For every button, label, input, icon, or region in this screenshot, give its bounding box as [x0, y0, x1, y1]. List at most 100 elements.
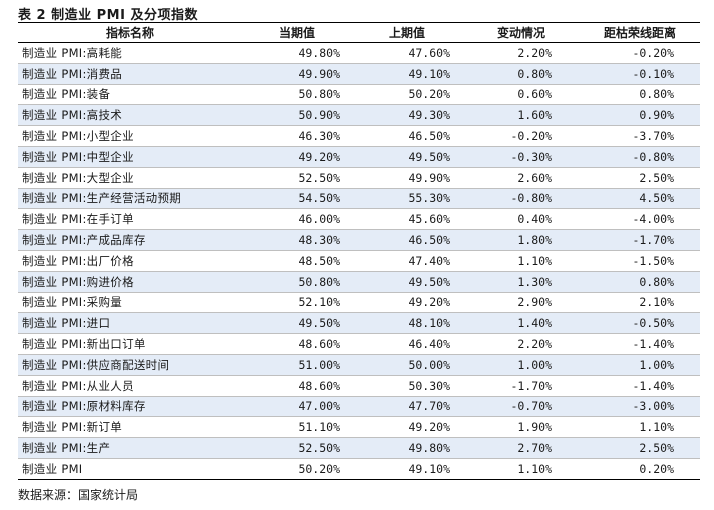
current-value-cell: 49.90%	[242, 63, 352, 85]
current-value-cell: 50.80%	[242, 84, 352, 106]
previous-value-cell: 49.20%	[352, 416, 462, 439]
indicator-name-cell: 制造业 PMI:供应商配送时间	[18, 354, 242, 376]
distance-cell: -1.50%	[580, 250, 700, 272]
distance-cell: 0.80%	[580, 271, 700, 293]
change-cell: 2.60%	[462, 167, 580, 189]
previous-value-cell: 49.90%	[352, 167, 462, 189]
current-value-cell: 46.00%	[242, 208, 352, 231]
change-cell: -1.70%	[462, 375, 580, 397]
table-row: 制造业 PMI:在手订单 46.00% 45.60% 0.40% -4.00%	[18, 208, 700, 231]
previous-value-cell: 50.30%	[352, 375, 462, 397]
table-row: 制造业 PMI:新出口订单 48.60% 46.40% 2.20% -1.40%	[18, 333, 700, 355]
table-row: 制造业 PMI:出厂价格 48.50% 47.40% 1.10% -1.50%	[18, 250, 700, 272]
current-value-cell: 49.20%	[242, 146, 352, 168]
table-row: 制造业 PMI:高技术 50.90% 49.30% 1.60% 0.90%	[18, 104, 700, 127]
table-row: 制造业 PMI:装备 50.80% 50.20% 0.60% 0.80%	[18, 84, 700, 106]
previous-value-cell: 55.30%	[352, 188, 462, 210]
current-value-cell: 48.60%	[242, 333, 352, 355]
current-value-cell: 51.00%	[242, 354, 352, 376]
distance-cell: 1.10%	[580, 416, 700, 439]
distance-cell: -0.20%	[580, 42, 700, 64]
previous-value-cell: 45.60%	[352, 208, 462, 231]
indicator-name-cell: 制造业 PMI	[18, 458, 242, 480]
indicator-name-cell: 制造业 PMI:从业人员	[18, 375, 242, 397]
indicator-name-cell: 制造业 PMI:进口	[18, 312, 242, 335]
change-cell: 2.90%	[462, 292, 580, 314]
previous-value-cell: 48.10%	[352, 312, 462, 335]
data-source-note: 数据来源：国家统计局	[18, 488, 139, 502]
indicator-name-cell: 制造业 PMI:消费品	[18, 63, 242, 85]
distance-cell: -0.80%	[580, 146, 700, 168]
table-row: 制造业 PMI:生产经营活动预期 54.50% 55.30% -0.80% 4.50%	[18, 188, 700, 210]
distance-cell: -1.40%	[580, 333, 700, 355]
table-body: 制造业 PMI:高耗能 49.80% 47.60% 2.20% -0.20% 制造业 PM…	[18, 42, 700, 480]
change-cell: 0.80%	[462, 63, 580, 85]
current-value-cell: 50.90%	[242, 104, 352, 127]
indicator-name-cell: 制造业 PMI:高耗能	[18, 42, 242, 64]
indicator-name-cell: 制造业 PMI:出厂价格	[18, 250, 242, 272]
table-row: 制造业 PMI 50.20% 49.10% 1.10% 0.20%	[18, 458, 700, 480]
indicator-name-cell: 制造业 PMI:新订单	[18, 416, 242, 439]
change-cell: 0.40%	[462, 208, 580, 231]
change-cell: -0.30%	[462, 146, 580, 168]
table-row: 制造业 PMI:供应商配送时间 51.00% 50.00% 1.00% 1.00%	[18, 354, 700, 376]
indicator-name-cell: 制造业 PMI:生产经营活动预期	[18, 188, 242, 210]
table-row: 制造业 PMI:高耗能 49.80% 47.60% 2.20% -0.20%	[18, 42, 700, 64]
table-row: 制造业 PMI:购进价格 50.80% 49.50% 1.30% 0.80%	[18, 271, 700, 293]
table-row: 制造业 PMI:新订单 51.10% 49.20% 1.90% 1.10%	[18, 416, 700, 439]
previous-value-cell: 49.20%	[352, 292, 462, 314]
current-value-cell: 52.10%	[242, 292, 352, 314]
header-distance-from-threshold: 距枯荣线距离	[580, 22, 700, 43]
distance-cell: -4.00%	[580, 208, 700, 231]
previous-value-cell: 47.60%	[352, 42, 462, 64]
current-value-cell: 49.80%	[242, 42, 352, 64]
indicator-name-cell: 制造业 PMI:大型企业	[18, 167, 242, 189]
distance-cell: 0.90%	[580, 104, 700, 127]
header-row: 指标名称 当期值 上期值 变动情况 距枯荣线距离	[18, 22, 700, 43]
distance-cell: 2.50%	[580, 437, 700, 459]
previous-value-cell: 46.50%	[352, 125, 462, 147]
change-cell: 1.10%	[462, 458, 580, 480]
change-cell: 1.40%	[462, 312, 580, 335]
change-cell: 1.60%	[462, 104, 580, 127]
indicator-name-cell: 制造业 PMI:装备	[18, 84, 242, 106]
distance-cell: -1.40%	[580, 375, 700, 397]
table-row: 制造业 PMI:大型企业 52.50% 49.90% 2.60% 2.50%	[18, 167, 700, 189]
distance-cell: 2.50%	[580, 167, 700, 189]
table-row: 制造业 PMI:生产 52.50% 49.80% 2.70% 2.50%	[18, 437, 700, 459]
table-row: 制造业 PMI:进口 49.50% 48.10% 1.40% -0.50%	[18, 312, 700, 335]
change-cell: 1.10%	[462, 250, 580, 272]
table-row: 制造业 PMI:小型企业 46.30% 46.50% -0.20% -3.70%	[18, 125, 700, 147]
change-cell: 2.20%	[462, 42, 580, 64]
current-value-cell: 49.50%	[242, 312, 352, 335]
current-value-cell: 52.50%	[242, 437, 352, 459]
distance-cell: -3.70%	[580, 125, 700, 147]
distance-cell: -1.70%	[580, 229, 700, 251]
indicator-name-cell: 制造业 PMI:高技术	[18, 104, 242, 127]
distance-cell: 0.80%	[580, 84, 700, 106]
distance-cell: 0.20%	[580, 458, 700, 480]
table-row: 制造业 PMI:产成品库存 48.30% 46.50% 1.80% -1.70%	[18, 229, 700, 251]
indicator-name-cell: 制造业 PMI:产成品库存	[18, 229, 242, 251]
distance-cell: 2.10%	[580, 292, 700, 314]
indicator-name-cell: 制造业 PMI:中型企业	[18, 146, 242, 168]
previous-value-cell: 46.40%	[352, 333, 462, 355]
header-change: 变动情况	[462, 22, 580, 43]
change-cell: 1.00%	[462, 354, 580, 376]
current-value-cell: 48.50%	[242, 250, 352, 272]
current-value-cell: 46.30%	[242, 125, 352, 147]
current-value-cell: 47.00%	[242, 396, 352, 418]
current-value-cell: 52.50%	[242, 167, 352, 189]
table-row: 制造业 PMI:消费品 49.90% 49.10% 0.80% -0.10%	[18, 63, 700, 85]
previous-value-cell: 49.10%	[352, 63, 462, 85]
indicator-name-cell: 制造业 PMI:原材料库存	[18, 396, 242, 418]
table-caption: 表 2 制造业 PMI 及分项指数	[18, 8, 198, 23]
change-cell: -0.70%	[462, 396, 580, 418]
table-row: 制造业 PMI:从业人员 48.60% 50.30% -1.70% -1.40%	[18, 375, 700, 397]
current-value-cell: 50.20%	[242, 458, 352, 480]
change-cell: 1.30%	[462, 271, 580, 293]
distance-cell: -3.00%	[580, 396, 700, 418]
indicator-name-cell: 制造业 PMI:新出口订单	[18, 333, 242, 355]
previous-value-cell: 47.40%	[352, 250, 462, 272]
table-row: 制造业 PMI:原材料库存 47.00% 47.70% -0.70% -3.00%	[18, 396, 700, 418]
